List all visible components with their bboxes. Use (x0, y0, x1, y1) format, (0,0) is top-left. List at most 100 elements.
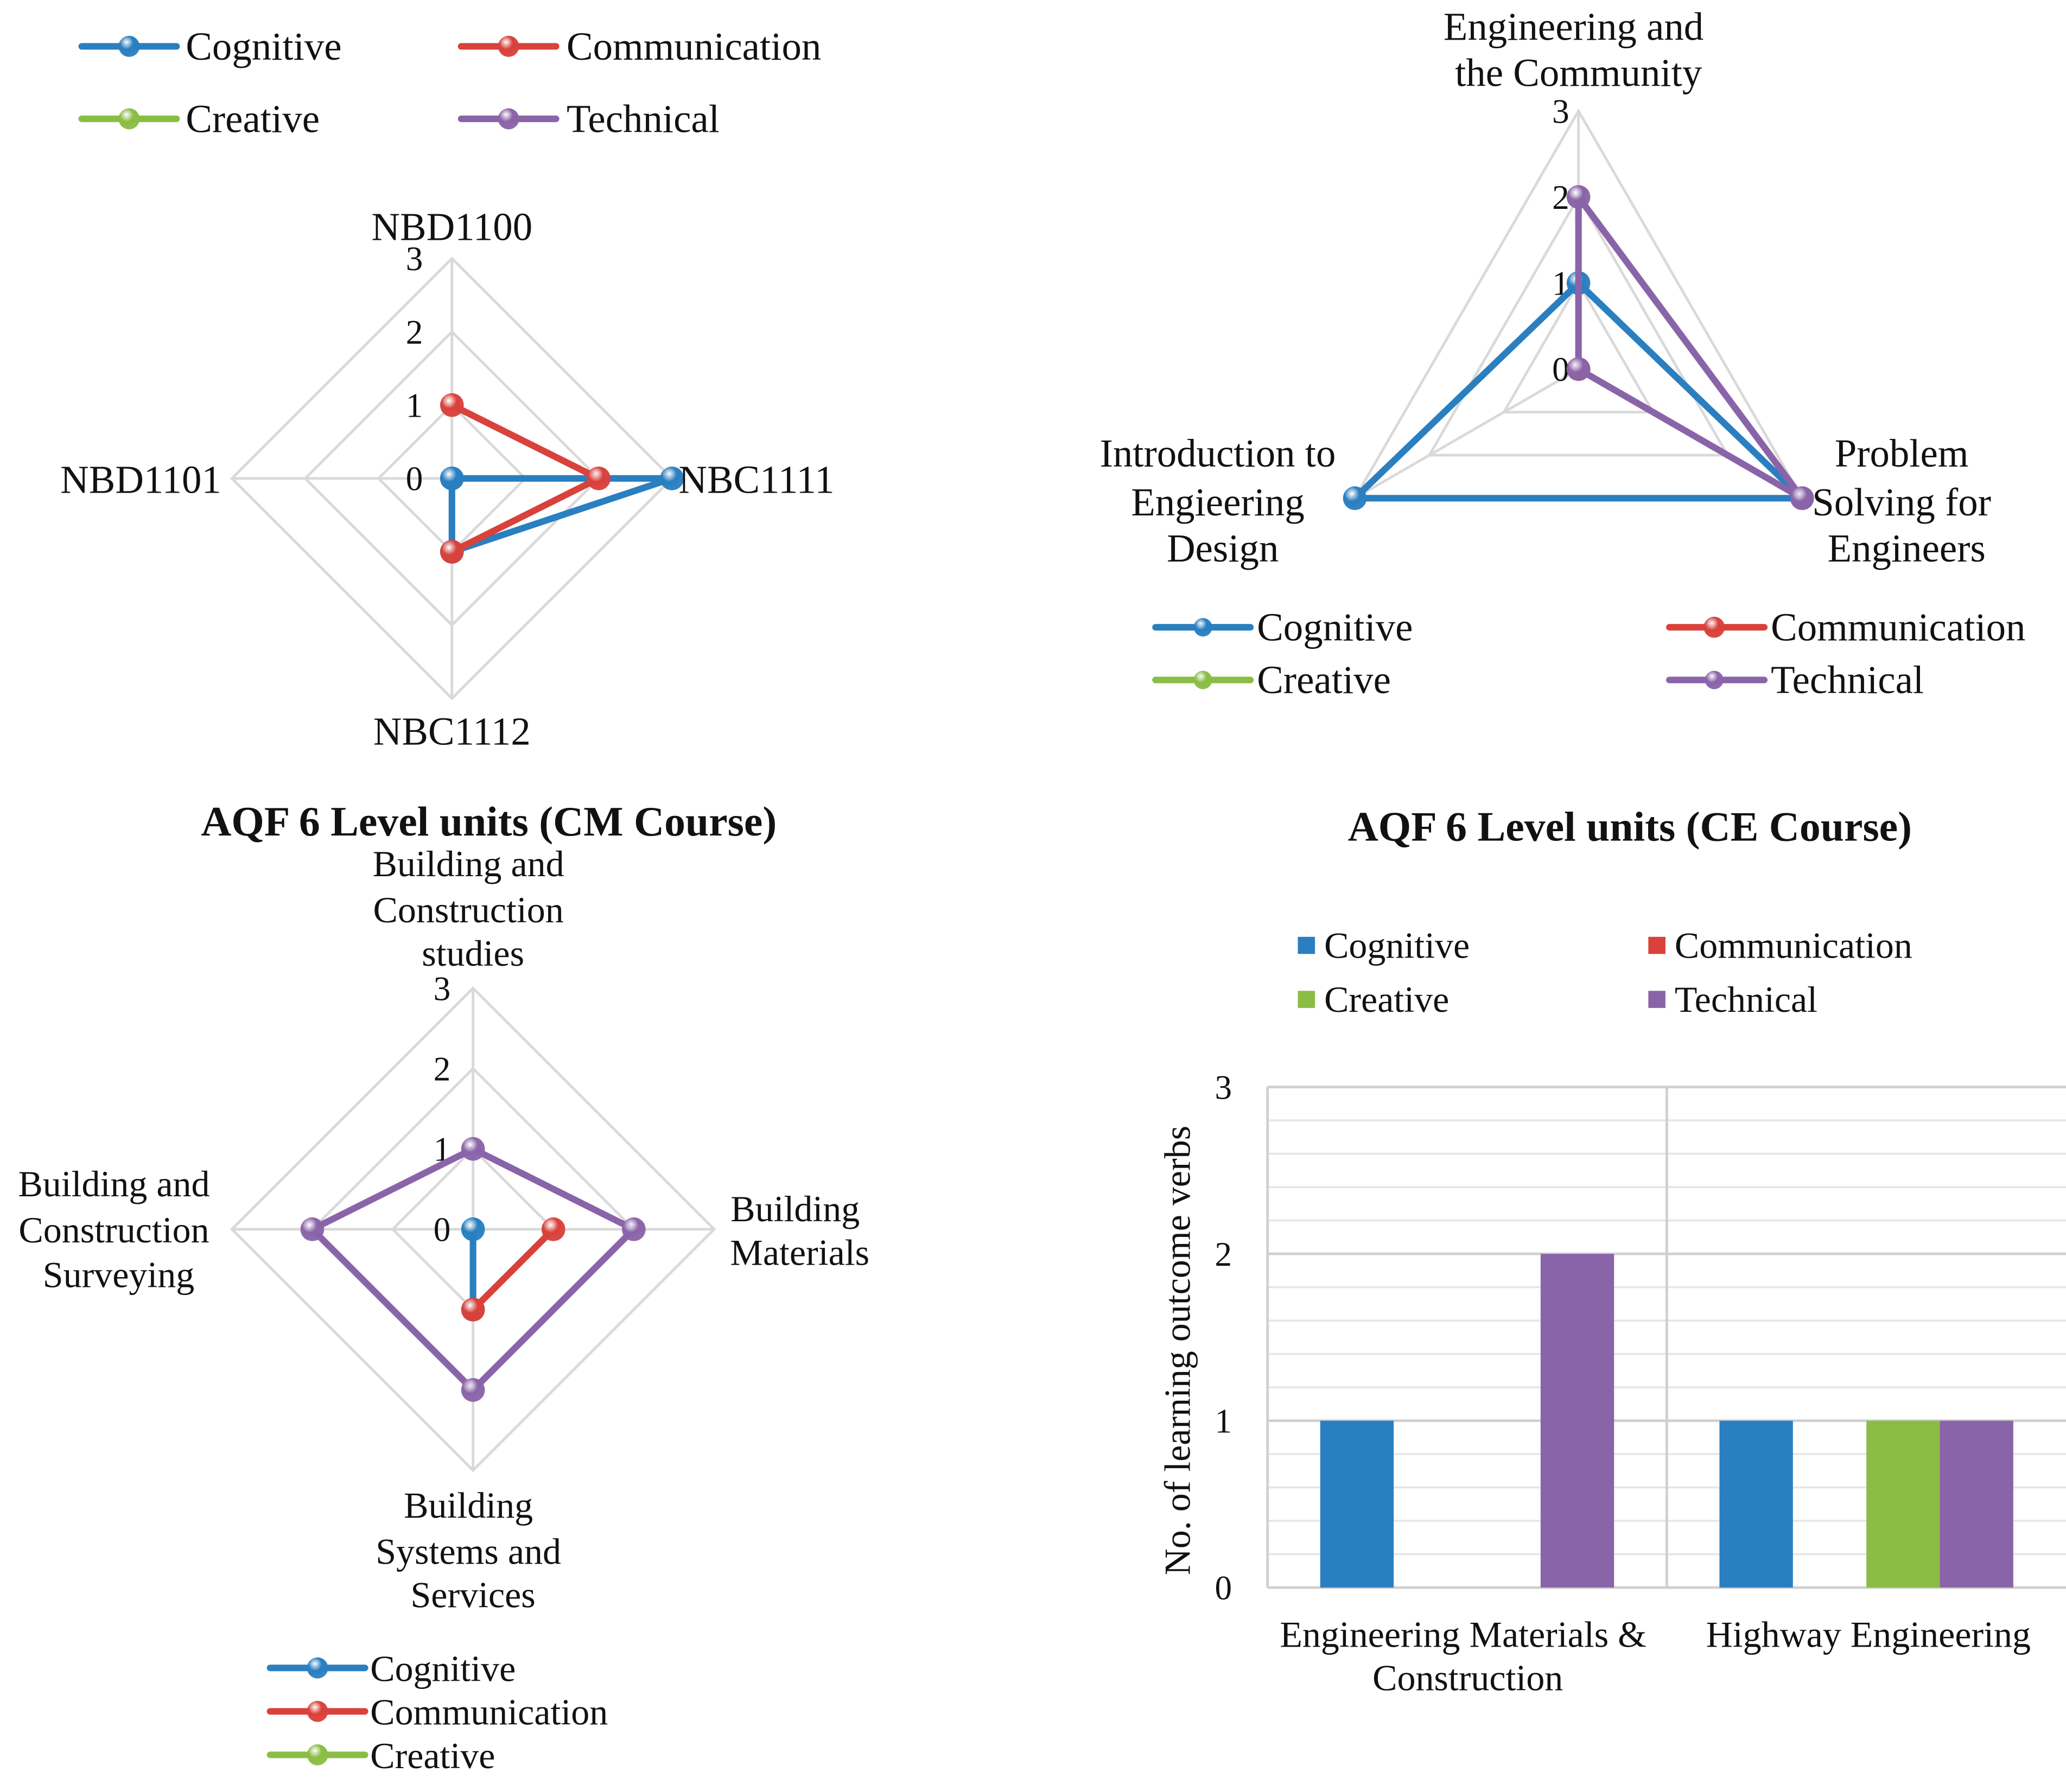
chart2-legend-cognitive-label: Cognitive (1257, 605, 1413, 649)
c2-technical-line (1575, 195, 1806, 502)
chart3-axis-label-systems-line1: Building (404, 1484, 533, 1526)
chart1-tick-0: 0 (406, 460, 423, 498)
chart2-axis-labels: Engineering and the Community Problem So… (1100, 4, 2001, 570)
chart3-grid (230, 986, 716, 1472)
chart3-legend-creative-label: Creative (370, 1735, 495, 1776)
chart2-legend-technical: Technical (1666, 658, 1924, 702)
chart3-legend-communication-label: Communication (370, 1692, 608, 1733)
radar-chart-3: AQF 6 Level units (CM Course) 0 1 2 3 Bu… (18, 798, 869, 1776)
chart1-axis-label-nbd1101: NBD1101 (60, 458, 221, 502)
chart3-axis-label-materials: Building Materials (730, 1188, 869, 1273)
chart3-axis-label-studies-line3: studies (422, 933, 524, 974)
chart3-legend-creative: Creative (266, 1735, 495, 1776)
chart3-axis-label-surveying: Building and Construction Surveying (18, 1163, 219, 1296)
chart4-bars (1320, 1254, 2013, 1588)
chart2-legend-technical-marker (1705, 671, 1724, 690)
chart1-tick-2: 2 (406, 313, 423, 351)
c2-cognitive-point-3 (1343, 486, 1367, 511)
chart4-legend-creative-swatch (1298, 991, 1315, 1008)
chart4-category-label-materials-line2: Construction (1372, 1657, 1563, 1699)
chart4-bar-highway-engineering-creative (1866, 1420, 1940, 1588)
c3-technical-point-1 (461, 1137, 485, 1161)
chart2-axis-label-intro-design-line2: Engieering (1131, 480, 1305, 524)
chart3-axis-label-surveying-line1: Building and (18, 1163, 209, 1204)
chart3-legend-cognitive-marker (307, 1657, 328, 1679)
chart2-legend-cognitive: Cognitive (1152, 605, 1413, 649)
chart4-category-label-materials-line1: Engineering Materials & (1280, 1614, 1647, 1655)
chart1-tick-3: 3 (406, 240, 423, 278)
c1-cognitive-line (448, 475, 676, 556)
chart3-axis-label-systems: Building Systems and Services (376, 1484, 570, 1615)
chart2-axis-label-intro-design: Introduction to Engieering Design (1100, 431, 1346, 570)
chart3-legend: Cognitive Communication Creative (266, 1648, 608, 1776)
chart3-legend-communication: Communication (266, 1692, 608, 1733)
chart4-ytick-2: 2 (1215, 1235, 1232, 1273)
chart4-y-tick-labels: 0 1 2 3 (1215, 1068, 1232, 1607)
chart1-legend-communication-label: Communication (567, 24, 821, 68)
chart2-axis-label-engineering-community-line1: Engineering and (1444, 4, 1703, 48)
chart2-tick-2: 2 (1552, 178, 1569, 216)
chart1-legend-creative-label: Creative (186, 97, 320, 141)
c2-technical-point-2 (1790, 486, 1814, 511)
c1-communication-point-3 (440, 540, 464, 564)
chart2-legend-cognitive-marker (1193, 618, 1212, 637)
chart4-legend-communication: Communication (1648, 925, 1912, 966)
chart4-ytick-3: 3 (1215, 1068, 1232, 1106)
chart4-bar-highway-engineering-cognitive (1719, 1420, 1793, 1588)
chart3-axis-label-systems-line2: Systems and (376, 1530, 561, 1572)
chart3-axis-label-studies: Building and Construction studies (373, 843, 574, 974)
chart2-tick-0: 0 (1552, 350, 1569, 388)
chart1-legend-creative: Creative (78, 97, 320, 141)
chart3-legend-communication-marker (307, 1700, 328, 1722)
chart3-tick-3: 3 (434, 970, 451, 1007)
c3-communication-point-3 (461, 1298, 485, 1322)
c3-communication-point-2 (541, 1217, 565, 1241)
c1-cognitive-point-2 (660, 466, 684, 490)
c2-technical-point-3 (1566, 357, 1591, 381)
chart4-bar-highway-engineering-technical (1940, 1420, 2013, 1588)
chart1-legend-cognitive-marker (118, 36, 140, 57)
chart4-category-label-highway: Highway Engineering (1706, 1614, 2031, 1655)
chart2-series (1343, 185, 1814, 511)
c3-technical-point-4 (300, 1217, 325, 1241)
chart4-legend-technical-label: Technical (1675, 979, 1817, 1020)
chart4-legend: Cognitive Communication Creative Technic… (1298, 925, 1912, 1020)
chart1-tick-labels: 0 1 2 3 (406, 240, 423, 498)
bar-chart-4: Cognitive Communication Creative Technic… (1156, 925, 2066, 1699)
c2-grid-ring-1 (1502, 280, 1656, 414)
chart4-legend-technical: Technical (1648, 979, 1817, 1020)
chart4-category-labels: Engineering Materials & Construction Hig… (1280, 1614, 2031, 1698)
chart4-bar-engineering-materials-construction-cognitive (1320, 1420, 1394, 1588)
chart1-legend-cognitive: Cognitive (78, 24, 342, 68)
chart2-axis-label-engineering-community: Engineering and the Community (1444, 4, 1714, 94)
c2-grid-spoke-3 (1354, 368, 1579, 500)
chart1-legend-cognitive-label: Cognitive (186, 24, 341, 68)
c3-communication-line-1 (471, 1227, 556, 1312)
chart4-legend-cognitive-label: Cognitive (1324, 925, 1470, 966)
chart1-axis-label-nbc1111: NBC1111 (678, 458, 834, 502)
chart2-legend: Cognitive Communication Creative Technic… (1152, 605, 2025, 702)
chart3-axis-label-systems-line3: Services (410, 1574, 535, 1616)
chart1-legend-technical-marker (498, 108, 519, 130)
chart2-legend-creative: Creative (1152, 658, 1391, 702)
c1-communication-point-1 (440, 393, 464, 417)
chart4-legend-technical-swatch (1648, 991, 1665, 1008)
radar-chart-1: Cognitive Communication Creative Technic… (60, 24, 835, 754)
chart2-title: AQF 6 Level units (CE Course) (1348, 803, 1912, 850)
chart1-legend-technical-label: Technical (567, 97, 720, 141)
chart3-tick-labels: 0 1 2 3 (434, 970, 451, 1248)
chart2-legend-communication: Communication (1666, 605, 2025, 649)
c2-grid-ring-2 (1427, 194, 1730, 457)
chart3-tick-2: 2 (434, 1050, 451, 1088)
chart1-legend: Cognitive Communication Creative Technic… (78, 24, 821, 141)
chart4-legend-communication-label: Communication (1675, 925, 1912, 966)
chart2-legend-technical-label: Technical (1771, 658, 1924, 702)
c2-cognitive-line (1351, 280, 1806, 502)
chart2-axis-label-problem-solving: Problem Solving for Engineers (1812, 431, 2001, 570)
chart4-legend-communication-swatch (1648, 936, 1665, 954)
chart2-axis-label-problem-solving-line2: Solving for (1812, 480, 1991, 524)
c1-communication-point-2 (587, 466, 611, 490)
chart2-axis-label-intro-design-line3: Design (1167, 526, 1279, 570)
chart2-legend-creative-marker (1193, 671, 1212, 690)
